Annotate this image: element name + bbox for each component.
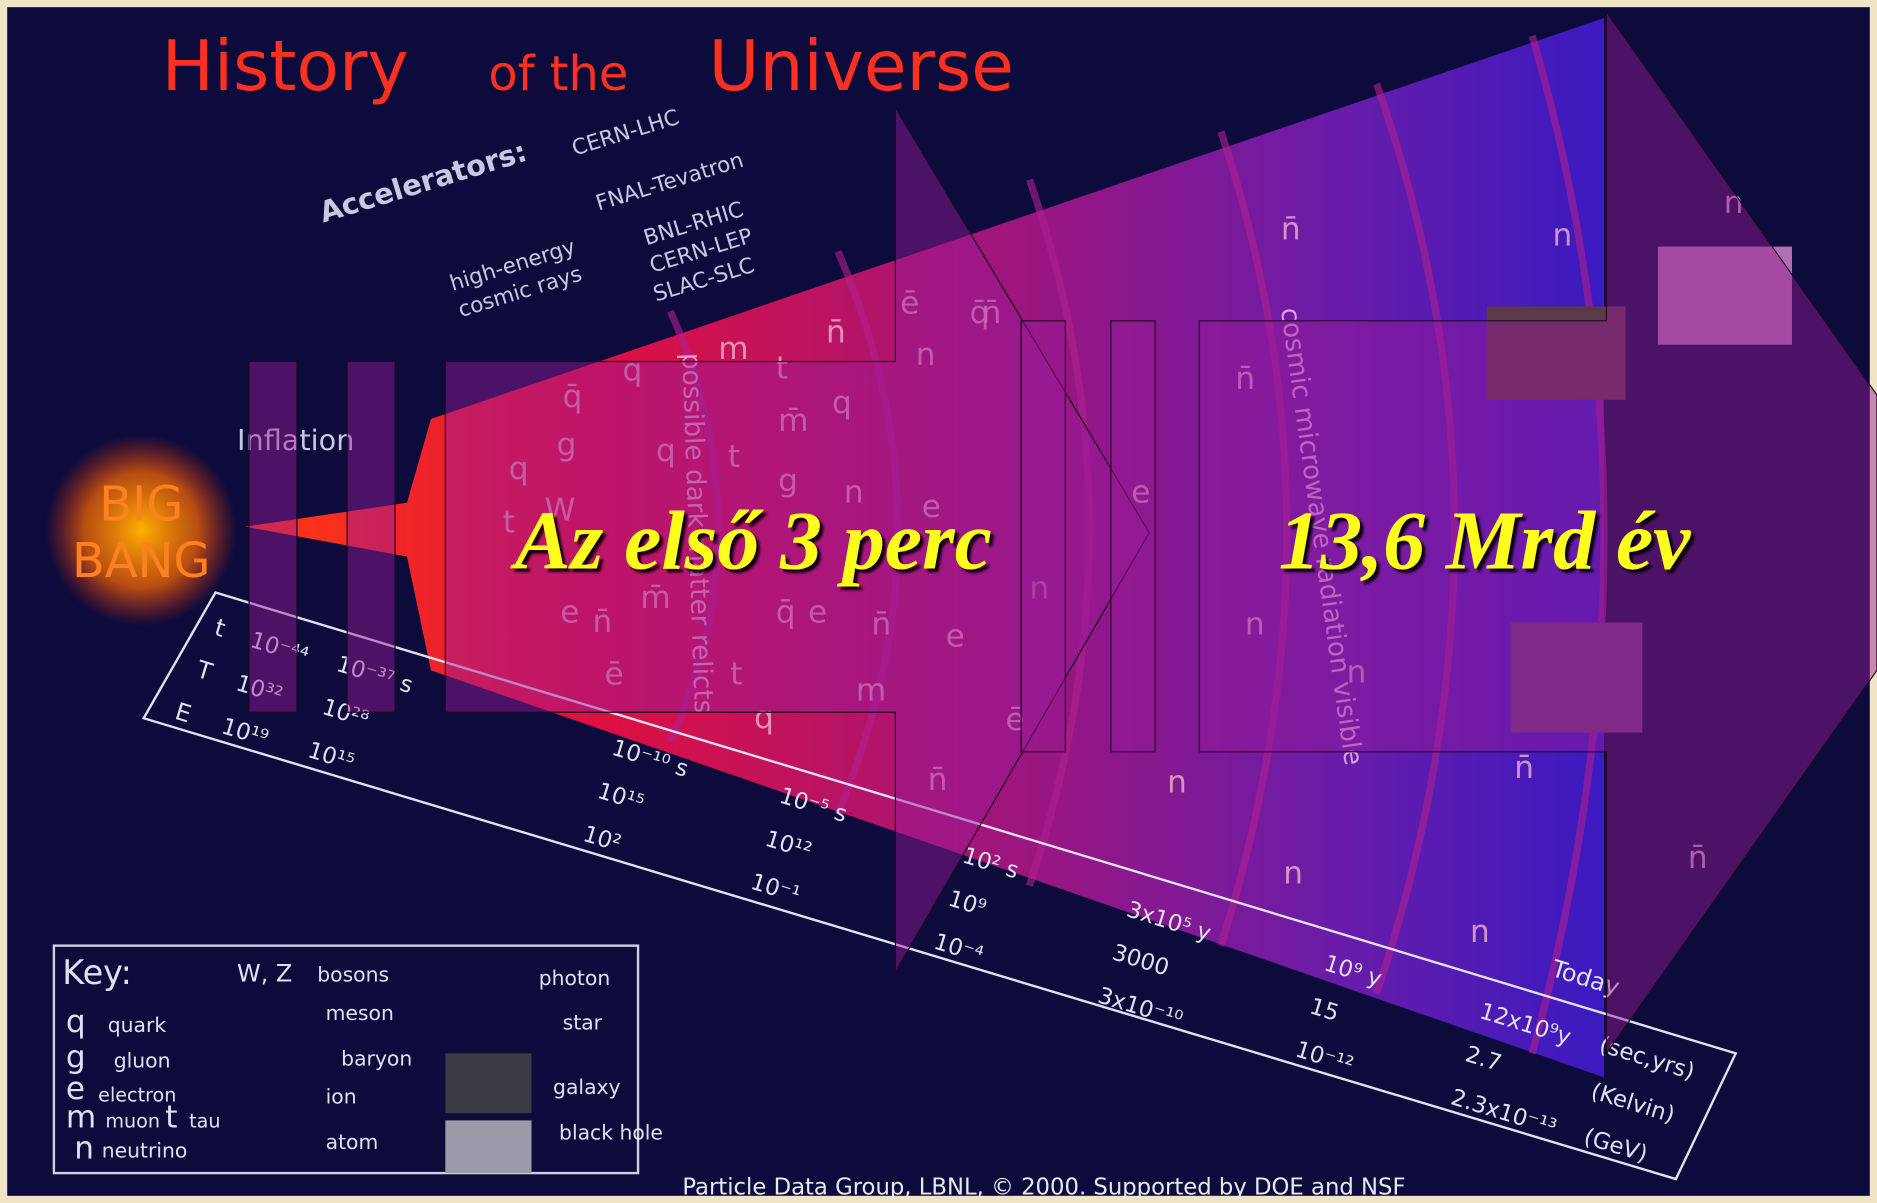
particle: e <box>560 594 579 630</box>
key-galaxy-image <box>445 1053 532 1114</box>
key-label: black hole <box>559 1121 663 1145</box>
particle: q̄ <box>776 594 796 630</box>
particle: ē <box>1006 702 1025 738</box>
key-label: tau <box>189 1110 220 1133</box>
particle: t <box>503 505 515 541</box>
particle: n <box>1347 654 1367 690</box>
overlay-label: 13,6 Mrd év <box>1278 495 1691 588</box>
title: Universe <box>709 27 1014 107</box>
key-label: electron <box>98 1083 176 1106</box>
particle: g <box>778 463 798 499</box>
particle: m̄ <box>640 580 670 616</box>
overlays <box>248 10 1877 1056</box>
big-bang-glow <box>45 434 238 627</box>
particle: n̄ <box>982 295 1002 331</box>
particle: n <box>1470 914 1490 950</box>
key-label: star <box>563 1010 603 1034</box>
particle: n <box>1245 606 1265 642</box>
particle: n <box>1724 185 1744 221</box>
key-label: photon <box>539 966 611 990</box>
particle: q <box>656 433 676 469</box>
key-label: gluon <box>114 1049 171 1073</box>
key-symbol: q <box>66 1004 86 1040</box>
key-label: quark <box>108 1013 167 1037</box>
particle: n̄ <box>1235 361 1255 397</box>
particle: e <box>922 489 941 525</box>
particle: n̄ <box>1281 211 1301 247</box>
key-label: muon <box>105 1110 160 1133</box>
inflation: Inflation <box>237 423 354 457</box>
key-symbol: W, Z <box>237 960 292 988</box>
key-symbol: g <box>66 1040 86 1076</box>
galaxy-image <box>1510 622 1643 733</box>
particle: ē <box>605 657 624 693</box>
timeline-band <box>141 591 1738 1181</box>
particle: g <box>557 427 577 463</box>
big-bang: BIG <box>99 478 183 533</box>
particle: e <box>808 594 827 630</box>
particle: q̄ <box>970 295 990 331</box>
nebula-image <box>1486 306 1626 400</box>
particle: ē <box>900 286 919 322</box>
particle: t <box>728 439 740 475</box>
particle: q <box>754 700 774 736</box>
key-label: ion <box>326 1085 357 1109</box>
particle: n̄ <box>928 762 948 798</box>
particle: n <box>1167 764 1187 800</box>
key-symbol: m <box>66 1100 96 1136</box>
key-symbol: t <box>165 1100 177 1136</box>
key-symbol: n <box>74 1131 94 1167</box>
key-title: Key: <box>62 953 132 992</box>
particle: n̄ <box>1514 750 1534 786</box>
particle: t <box>730 657 742 693</box>
key-box <box>52 944 640 1175</box>
particle: n <box>1029 571 1049 607</box>
overlay-label: Az első 3 perc <box>510 495 992 588</box>
title: History <box>162 27 409 107</box>
key-label: neutrino <box>102 1139 188 1163</box>
particle: n <box>1283 855 1303 891</box>
particle: n̄ <box>1688 840 1708 876</box>
credit: Particle Data Group, LBNL, © 2000. Suppo… <box>682 1175 1405 1201</box>
particle: n̄ <box>871 606 891 642</box>
particle: n <box>1553 217 1573 253</box>
title: of the <box>488 47 628 102</box>
particle: e <box>946 618 965 654</box>
particle: t <box>776 350 788 386</box>
key-label: galaxy <box>553 1075 621 1099</box>
particle: n̄ <box>593 604 613 640</box>
particle: q̄ <box>563 379 583 415</box>
particle: n <box>844 475 864 511</box>
particle: m <box>856 672 886 708</box>
key-label: meson <box>326 1001 394 1025</box>
key-symbol: e <box>66 1071 85 1107</box>
key-black-hole-image <box>445 1120 532 1174</box>
key-label: bosons <box>317 963 389 987</box>
particle: W <box>545 493 576 529</box>
particle: n <box>916 337 936 373</box>
thinker-image <box>1657 246 1792 345</box>
big-bang: BANG <box>72 534 211 589</box>
epoch-arcs <box>667 34 1608 1055</box>
particle: q <box>832 385 852 421</box>
key-label: baryon <box>341 1046 412 1070</box>
key-label: atom <box>326 1130 379 1154</box>
particle: n̄ <box>826 314 846 350</box>
particle: e <box>1131 475 1150 511</box>
particle: m̄ <box>778 403 808 439</box>
particle: q <box>509 451 529 487</box>
